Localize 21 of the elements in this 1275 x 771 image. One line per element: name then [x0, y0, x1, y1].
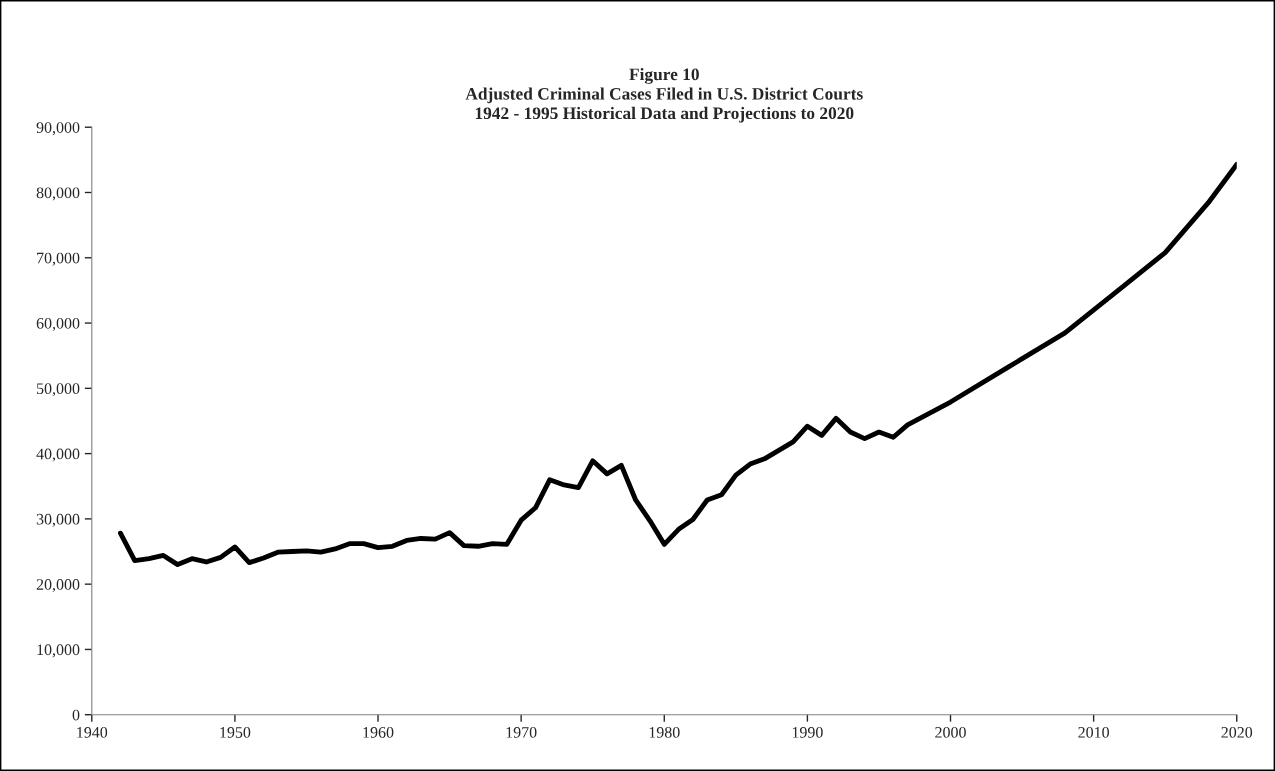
x-tick-label: 1990 — [792, 726, 823, 738]
y-tick-label: 60,000 — [36, 317, 80, 332]
y-tick-label: 0 — [72, 709, 80, 721]
x-tick-label: 1960 — [363, 726, 394, 738]
y-tick-label: 10,000 — [37, 644, 80, 658]
y-tick-label: 40,000 — [36, 448, 80, 462]
y-tick-label: 70,000 — [37, 252, 80, 266]
x-tick-label: 1970 — [506, 726, 537, 738]
x-tick-label: 2010 — [1078, 726, 1109, 738]
x-tick-label: 1940 — [77, 726, 108, 738]
y-tick-label: 50,000 — [37, 383, 80, 397]
x-tick-label: 2020 — [1221, 726, 1253, 738]
x-tick-label: 2000 — [935, 726, 966, 738]
line-series — [117, 161, 1237, 568]
y-tick-label: 90,000 — [36, 122, 80, 136]
y-tick-label: 30,000 — [36, 513, 80, 527]
y-tick-label: 20,000 — [36, 579, 80, 593]
x-tick-label: 1980 — [649, 726, 680, 738]
x-tick-label: 1950 — [220, 726, 251, 738]
chart-title: Figure 10 Adjusted Criminal Cases Filed in U.S. District Courts 1942 - 1995 Historical Data and Projections to 2020 — [465, 67, 863, 123]
y-tick-label: 80,000 — [36, 187, 80, 201]
